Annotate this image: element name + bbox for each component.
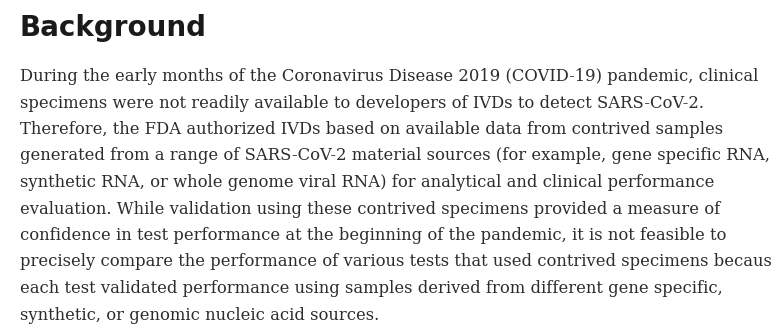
Text: During the early months of the Coronavirus Disease 2019 (COVID-19) pandemic, cli: During the early months of the Coronavir… [20, 68, 759, 85]
Text: generated from a range of SARS-CoV-2 material sources (for example, gene specifi: generated from a range of SARS-CoV-2 mat… [20, 148, 770, 165]
Text: synthetic, or genomic nucleic acid sources.: synthetic, or genomic nucleic acid sourc… [20, 307, 379, 324]
Text: confidence in test performance at the beginning of the pandemic, it is not feasi: confidence in test performance at the be… [20, 227, 726, 244]
Text: specimens were not readily available to developers of IVDs to detect SARS-CoV-2.: specimens were not readily available to … [20, 95, 704, 112]
Text: each test validated performance using samples derived from different gene specif: each test validated performance using sa… [20, 280, 722, 297]
Text: Therefore, the FDA authorized IVDs based on available data from contrived sample: Therefore, the FDA authorized IVDs based… [20, 121, 723, 138]
Text: Background: Background [20, 14, 207, 42]
Text: evaluation. While validation using these contrived specimens provided a measure : evaluation. While validation using these… [20, 200, 720, 217]
Text: precisely compare the performance of various tests that used contrived specimens: precisely compare the performance of var… [20, 254, 771, 271]
Text: synthetic RNA, or whole genome viral RNA) for analytical and clinical performanc: synthetic RNA, or whole genome viral RNA… [20, 174, 715, 191]
